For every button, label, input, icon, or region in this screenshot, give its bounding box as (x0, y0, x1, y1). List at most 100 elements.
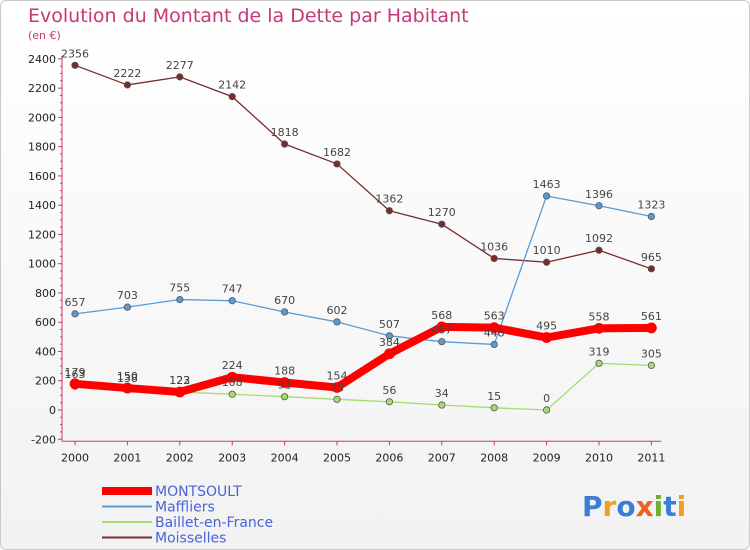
data-label: 1818 (271, 126, 299, 139)
data-point (228, 390, 236, 398)
y-tick-label: 1200 (28, 228, 56, 241)
data-label: 91 (278, 379, 292, 392)
x-tick-label: 2006 (375, 451, 403, 464)
y-tick-label: 1600 (28, 170, 56, 183)
data-point (593, 322, 605, 334)
x-tick-label: 2000 (61, 451, 89, 464)
x-tick-label: 2007 (428, 451, 456, 464)
y-tick-label: 2000 (28, 111, 56, 124)
series-moisselles (71, 61, 656, 273)
series-line (74, 195, 653, 346)
data-label: 1092 (585, 232, 613, 245)
data-point (542, 258, 551, 266)
logo-letter: i (677, 490, 687, 523)
data-label: 507 (379, 318, 400, 331)
data-label: 179 (65, 366, 86, 379)
data-label: 0 (543, 392, 550, 405)
data-point (438, 220, 446, 228)
data-point (280, 393, 289, 401)
series-montsoult (69, 321, 657, 398)
data-point (490, 254, 498, 263)
y-tick-label: 400 (35, 345, 56, 358)
data-label: 73 (330, 381, 344, 394)
legend-label: Baillet-en-France (155, 515, 273, 531)
data-label: 1036 (480, 240, 508, 253)
legend-label: Moisselles (155, 531, 226, 547)
data-label: 2142 (218, 79, 246, 92)
data-point (541, 332, 552, 343)
data-label: 703 (117, 289, 138, 302)
chart-subtitle: (en €) (28, 29, 61, 42)
data-label: 1323 (637, 198, 665, 211)
y-tick-label: 800 (35, 287, 56, 300)
data-point (595, 246, 603, 254)
data-point (647, 212, 656, 221)
data-point (542, 192, 551, 200)
x-tick-label: 2002 (166, 451, 194, 464)
data-labels: 2356 2222 2277 2142 1818 1682 1362 1270 1036 1010… (61, 47, 665, 405)
data-label: 448 (484, 326, 505, 339)
data-label: 163 (65, 368, 86, 381)
legend-label: MONTSOULT (155, 484, 242, 500)
data-point (123, 81, 132, 89)
logo-letter: x (636, 490, 654, 523)
data-label: 2222 (113, 67, 141, 80)
x-tick-label: 2001 (113, 451, 141, 464)
data-label: 15 (487, 390, 501, 403)
series-maffliers (71, 192, 656, 349)
data-point (69, 378, 81, 390)
legend: MONTSOULTMaffliersBaillet-en-FranceMoiss… (102, 484, 273, 547)
series-line (71, 322, 656, 397)
data-point (542, 406, 551, 414)
y-tick-label: 600 (35, 316, 56, 329)
data-label: 154 (327, 369, 348, 382)
y-tick-label: -200 (31, 433, 56, 446)
data-label: 965 (641, 251, 662, 264)
data-label: 188 (274, 364, 295, 377)
data-point (176, 295, 184, 304)
data-point (438, 401, 446, 409)
data-label: 319 (589, 345, 610, 358)
data-point (71, 61, 79, 69)
data-point (333, 318, 341, 326)
logo-letter: o (616, 490, 635, 523)
data-label: 558 (589, 310, 610, 323)
y-tick-label: 2400 (28, 53, 56, 66)
x-tick-label: 2008 (480, 451, 508, 464)
data-point (385, 332, 393, 340)
data-label: 1396 (585, 188, 613, 201)
data-label: 2277 (166, 59, 194, 72)
data-point (383, 348, 395, 360)
x-tick-label: 2003 (218, 451, 246, 464)
data-point (122, 382, 133, 394)
y-tick-label: 1800 (28, 141, 56, 154)
proxiti-logo: Proxiti (582, 490, 686, 523)
data-label: 150 (117, 370, 138, 383)
data-point (331, 382, 343, 393)
data-label: 123 (169, 374, 190, 387)
data-label: 224 (222, 359, 243, 372)
chart-title: Evolution du Montant de la Dette par Hab… (28, 5, 469, 27)
data-label: 1010 (533, 244, 561, 257)
x-tick-label: 2004 (271, 451, 299, 464)
data-label: 56 (382, 384, 396, 397)
data-label: 1682 (323, 146, 351, 159)
data-point (647, 265, 656, 273)
data-point (385, 207, 393, 215)
data-point (174, 386, 186, 398)
data-label: 1362 (375, 193, 403, 206)
data-label: 495 (536, 320, 557, 333)
data-label: 670 (274, 294, 295, 307)
data-point (438, 338, 446, 346)
logo-letter: P (582, 490, 603, 523)
data-label: 563 (484, 310, 505, 323)
data-point (490, 340, 498, 349)
logo-text: Proxiti (582, 490, 686, 523)
y-tick-label: 200 (35, 375, 56, 388)
data-point (595, 202, 603, 210)
data-label: 561 (641, 310, 662, 323)
data-label: 1270 (428, 206, 456, 219)
data-label: 34 (435, 387, 449, 400)
x-tick-label: 2011 (637, 451, 665, 464)
